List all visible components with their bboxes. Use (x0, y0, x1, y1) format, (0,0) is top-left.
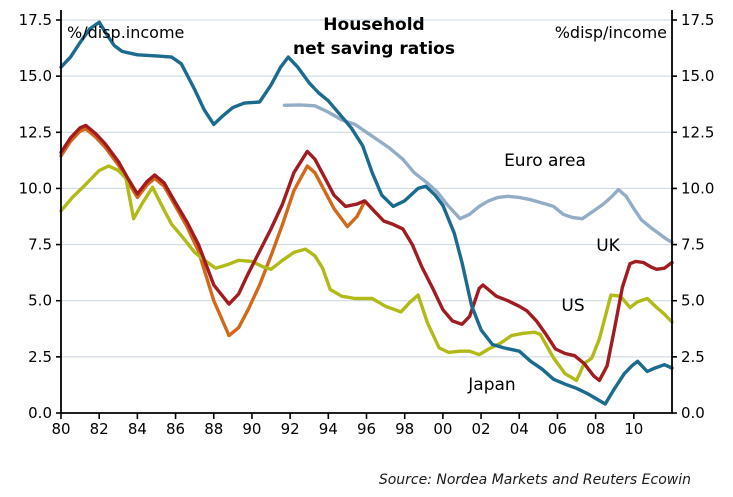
chart-title-line2: net saving ratios (293, 39, 455, 59)
x-tick-label: 00 (433, 420, 452, 438)
left-y-tick-label: 7.5 (28, 236, 52, 254)
right-y-tick-label: 0.0 (681, 404, 705, 422)
series-layer (59, 20, 674, 406)
right-y-tick-label: 15.0 (681, 67, 714, 85)
left-y-tick-label: 15.0 (19, 67, 52, 85)
x-tick-label: 80 (51, 420, 70, 438)
left-y-tick-label: 5.0 (28, 292, 52, 310)
series-label-japan: Japan (467, 375, 515, 395)
x-tick-label: 06 (548, 420, 567, 438)
right-y-tick-label: 2.5 (681, 348, 705, 366)
source-note: Source: Nordea Markets and Reuters Ecowi… (379, 472, 691, 488)
right-axis-caption: %disp/income (555, 23, 667, 42)
x-tick-label: 96 (357, 420, 376, 438)
x-tick-label: 94 (319, 420, 338, 438)
left-y-tick-label: 12.5 (19, 123, 52, 141)
series-line-japan (59, 20, 674, 406)
series-line-unlabeled-orange- (59, 127, 367, 338)
series-line-us (59, 164, 674, 383)
right-y-tick-label: 7.5 (681, 236, 705, 254)
series-label-us: US (561, 296, 584, 316)
x-tick-label: 88 (204, 420, 223, 438)
right-y-tick-label: 17.5 (681, 11, 714, 29)
series-label-euro-area: Euro area (504, 151, 586, 171)
x-tick-label: 10 (624, 420, 643, 438)
tick-label-layer: 0.0 0.0 2.5 2.5 5.0 5.0 7.5 7.5 10.0 10.0 12.5 12.5… (19, 11, 715, 438)
chart-title-line1: Household (323, 15, 424, 35)
x-tick-label: 04 (510, 420, 529, 438)
left-y-tick-label: 0.0 (28, 404, 52, 422)
right-y-tick-label: 5.0 (681, 292, 705, 310)
x-tick-label: 92 (281, 420, 300, 438)
x-tick-label: 82 (90, 420, 109, 438)
series-label-uk: UK (596, 236, 620, 256)
series-line-euro-area (282, 103, 674, 245)
x-tick-label: 90 (242, 420, 261, 438)
x-tick-label: 98 (395, 420, 414, 438)
series-label-layer: Euro area UK US Japan (467, 151, 620, 395)
series-line-uk (59, 123, 674, 383)
left-y-tick-label: 17.5 (19, 11, 52, 29)
left-y-tick-label: 2.5 (28, 348, 52, 366)
x-tick-label: 08 (586, 420, 605, 438)
x-tick-label: 84 (128, 420, 147, 438)
left-axis-caption: %/disp.income (67, 23, 184, 42)
right-y-tick-label: 10.0 (681, 179, 714, 197)
axis-layer (56, 10, 677, 419)
right-y-tick-label: 12.5 (681, 123, 714, 141)
x-tick-label: 02 (472, 420, 491, 438)
x-tick-label: 86 (166, 420, 185, 438)
left-y-tick-label: 10.0 (19, 179, 52, 197)
